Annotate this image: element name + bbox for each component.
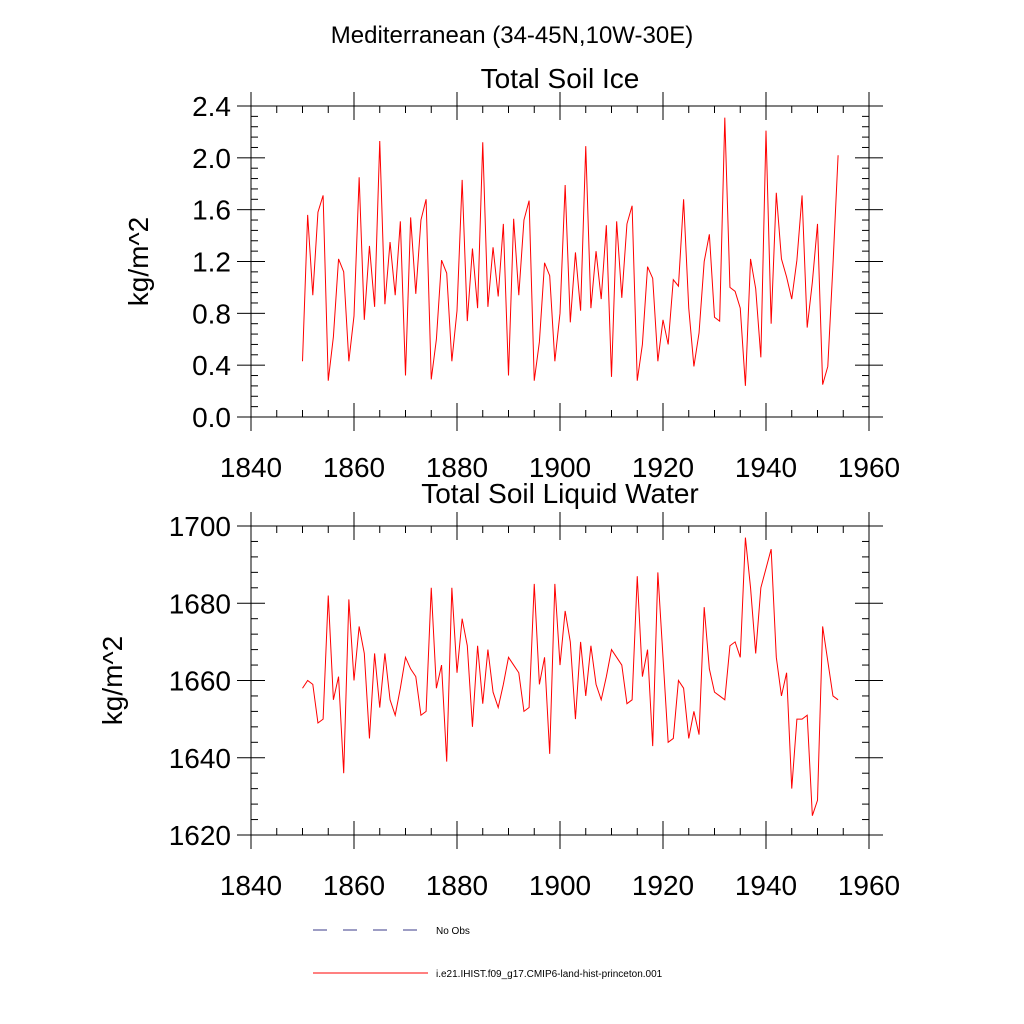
x-tick-label: 1880 [426,452,488,483]
y-tick-label: 1700 [169,511,231,542]
x-tick-label: 1960 [838,452,900,483]
y-axis-label: kg/m^2 [97,636,128,725]
y-tick-label: 1.2 [192,247,231,278]
x-tick-label: 1840 [220,452,282,483]
x-tick-label: 1920 [632,870,694,901]
plot-frame [250,105,870,418]
x-tick-label: 1880 [426,870,488,901]
series-line-soil-ice [302,117,839,386]
figure-title: Mediterranean (34-45N,10W-30E) [331,22,693,49]
legend-label-no-obs: No Obs [436,926,470,937]
y-axis-label: kg/m^2 [123,217,154,306]
legend: No Obs i.e21.IHIST.f09_g17.CMIP6-land-hi… [313,926,663,980]
x-tick-label: 1960 [838,870,900,901]
x-tick-label: 1900 [529,452,591,483]
chart-panel-soil-liquid-water: Total Soil Liquid Water kg/m^2 1840 1860 188… [97,478,900,901]
y-tick-label: 1.6 [192,195,231,226]
y-tick-label: 2.0 [192,143,231,174]
y-tick-label: 0.0 [192,402,231,433]
x-tick-label: 1940 [735,452,797,483]
plot-frame [250,525,870,836]
x-tick-label: 1840 [220,870,282,901]
y-tick-label: 1620 [169,820,231,851]
x-tick-label: 1860 [323,870,385,901]
x-tick-label: 1920 [632,452,694,483]
chart-title: Total Soil Ice [481,63,640,94]
x-tick-label: 1860 [323,452,385,483]
chart-panel-soil-ice: Total Soil Ice kg/m^2 1840 1860 1880 1900 1920… [123,63,900,483]
x-tick-label: 1900 [529,870,591,901]
y-tick-label: 1660 [169,666,231,697]
y-tick-label: 0.4 [192,350,231,381]
chart-title: Total Soil Liquid Water [421,478,699,509]
y-tick-label: 1680 [169,588,231,619]
x-tick-label: 1940 [735,870,797,901]
series-line-soil-liquid-water [302,537,839,816]
y-tick-label: 2.4 [192,91,231,122]
legend-label-model: i.e21.IHIST.f09_g17.CMIP6-land-hist-prin… [436,969,663,980]
y-tick-label: 1640 [169,743,231,774]
y-tick-label: 0.8 [192,298,231,329]
